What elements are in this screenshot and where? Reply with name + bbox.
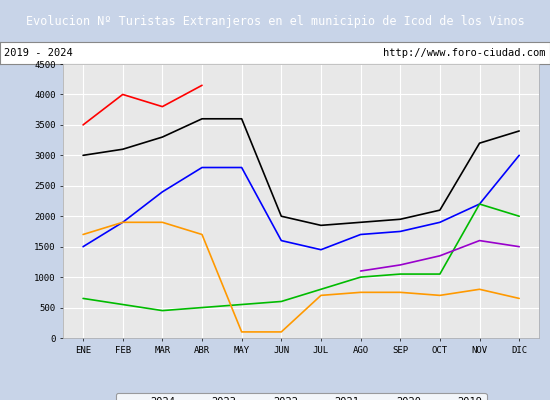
Text: Evolucion Nº Turistas Extranjeros en el municipio de Icod de los Vinos: Evolucion Nº Turistas Extranjeros en el … (26, 14, 524, 28)
Legend: 2024, 2023, 2022, 2021, 2020, 2019: 2024, 2023, 2022, 2021, 2020, 2019 (116, 392, 487, 400)
Text: http://www.foro-ciudad.com: http://www.foro-ciudad.com (383, 48, 546, 58)
Text: 2019 - 2024: 2019 - 2024 (4, 48, 73, 58)
